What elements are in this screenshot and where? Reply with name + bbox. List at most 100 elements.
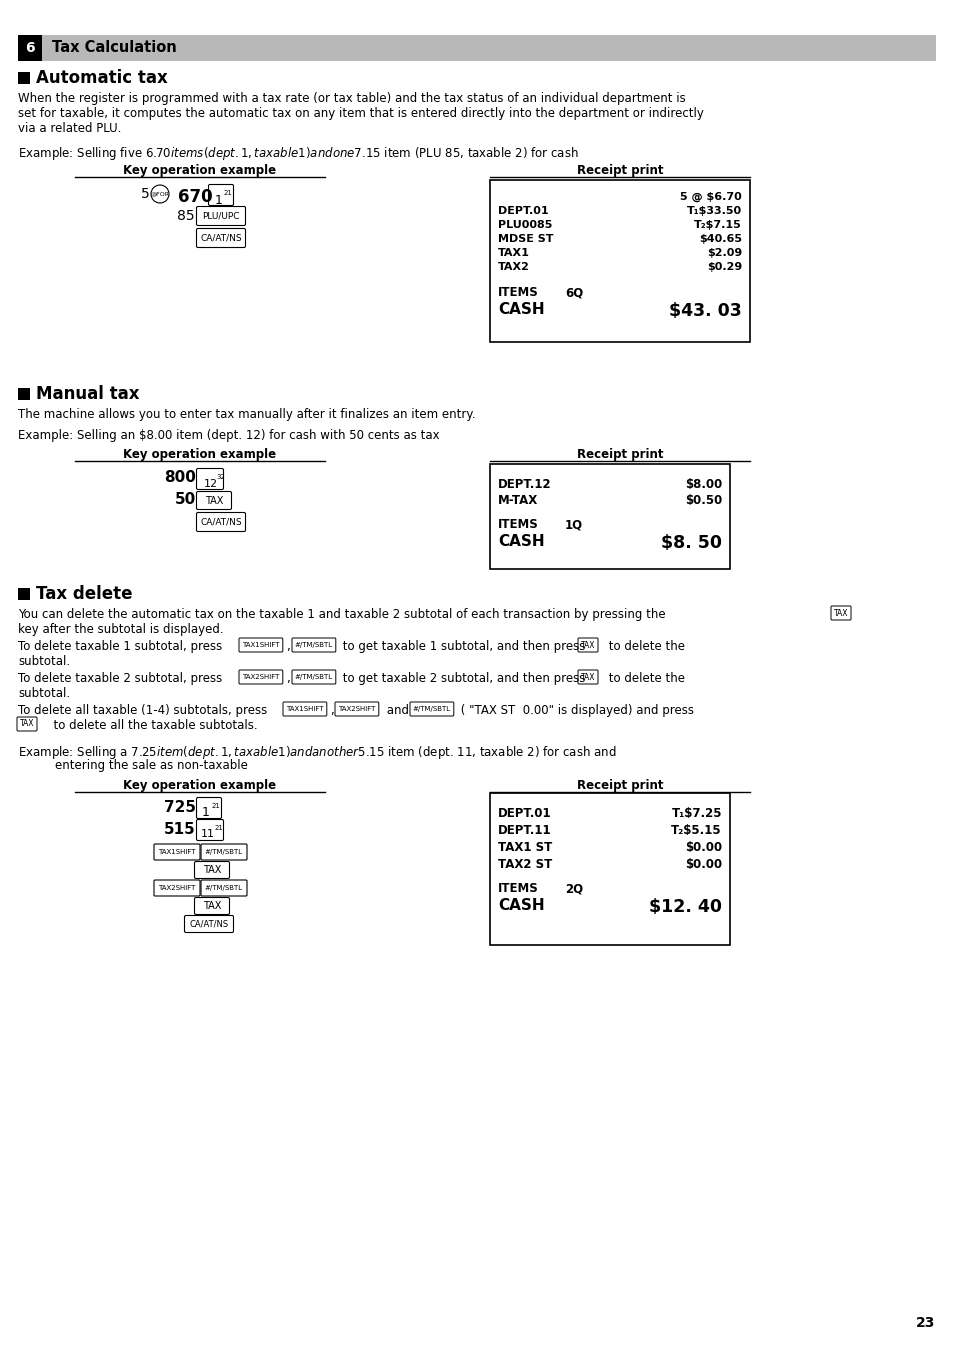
Text: 2Q: 2Q: [564, 882, 582, 894]
Text: T₁$7.25: T₁$7.25: [671, 807, 721, 820]
FancyBboxPatch shape: [196, 819, 223, 840]
Text: Key operation example: Key operation example: [123, 778, 276, 792]
Text: TAX2SHIFT: TAX2SHIFT: [158, 885, 195, 890]
Text: 12: 12: [204, 479, 218, 488]
Text: to get taxable 1 subtotal, and then press: to get taxable 1 subtotal, and then pres…: [338, 639, 585, 653]
Text: ITEMS: ITEMS: [497, 286, 538, 299]
Text: TAX2SHIFT: TAX2SHIFT: [242, 674, 279, 680]
Text: to delete all the taxable subtotals.: to delete all the taxable subtotals.: [46, 719, 257, 733]
Text: Receipt print: Receipt print: [577, 778, 662, 792]
Text: TAX2: TAX2: [497, 262, 529, 272]
FancyBboxPatch shape: [283, 701, 327, 716]
Text: TAX1SHIFT: TAX1SHIFT: [286, 706, 323, 712]
Text: Example: Selling a $7.25 item (dept. 1, taxable 1) and another $5.15 item (dept.: Example: Selling a $7.25 item (dept. 1, …: [18, 745, 616, 761]
Text: TAX1 ST: TAX1 ST: [497, 840, 552, 854]
Text: ,: ,: [286, 639, 290, 653]
Text: ,: ,: [330, 704, 334, 718]
Text: $0.00: $0.00: [684, 840, 721, 854]
Text: to get taxable 2 subtotal, and then press: to get taxable 2 subtotal, and then pres…: [338, 672, 585, 685]
Text: TAX: TAX: [580, 641, 595, 649]
Text: 85: 85: [177, 209, 194, 223]
Bar: [18, 588, 30, 600]
FancyBboxPatch shape: [184, 916, 233, 932]
Text: Key operation example: Key operation example: [123, 165, 276, 177]
FancyBboxPatch shape: [201, 844, 247, 861]
FancyBboxPatch shape: [196, 797, 221, 819]
FancyBboxPatch shape: [196, 513, 245, 532]
Text: You can delete the automatic tax on the taxable 1 and taxable 2 subtotal of each: You can delete the automatic tax on the …: [18, 608, 665, 621]
Text: Tax delete: Tax delete: [36, 585, 132, 603]
Text: 50: 50: [174, 492, 195, 507]
Text: 11: 11: [201, 830, 214, 839]
Text: CA/AT/NS: CA/AT/NS: [200, 518, 241, 526]
Text: T₁$33.50: T₁$33.50: [686, 206, 741, 216]
Text: TAX2SHIFT: TAX2SHIFT: [338, 706, 375, 712]
Text: @FOR: @FOR: [151, 192, 170, 197]
Text: TAX: TAX: [20, 719, 34, 728]
Text: $43. 03: $43. 03: [669, 302, 741, 320]
Bar: [18, 71, 30, 84]
Text: To delete taxable 2 subtotal, press: To delete taxable 2 subtotal, press: [18, 672, 222, 685]
Text: TAX1SHIFT: TAX1SHIFT: [158, 849, 195, 855]
Text: CASH: CASH: [497, 534, 544, 549]
FancyBboxPatch shape: [194, 897, 230, 915]
Text: TAX: TAX: [203, 865, 221, 876]
Text: CASH: CASH: [497, 898, 544, 913]
Text: 725: 725: [164, 800, 195, 815]
Text: To delete taxable 1 subtotal, press: To delete taxable 1 subtotal, press: [18, 639, 222, 653]
Text: 6Q: 6Q: [564, 286, 582, 299]
FancyBboxPatch shape: [153, 880, 200, 896]
Text: 515: 515: [164, 822, 195, 836]
Text: 670: 670: [178, 188, 213, 206]
Text: 21: 21: [214, 826, 224, 831]
Text: #/TM/SBTL: #/TM/SBTL: [413, 706, 451, 712]
Text: $2.09: $2.09: [706, 248, 741, 258]
Bar: [18, 35, 935, 61]
Text: ITEMS: ITEMS: [497, 882, 538, 894]
Text: $0.50: $0.50: [684, 494, 721, 507]
Text: $8. 50: $8. 50: [660, 534, 721, 552]
Bar: [490, 793, 729, 946]
Bar: [490, 179, 749, 343]
Text: 6: 6: [25, 40, 34, 55]
Text: CASH: CASH: [497, 302, 544, 317]
Text: ( "TAX ST  0.00" is displayed) and press: ( "TAX ST 0.00" is displayed) and press: [456, 704, 693, 718]
FancyBboxPatch shape: [196, 491, 232, 510]
Text: Key operation example: Key operation example: [123, 448, 276, 461]
FancyBboxPatch shape: [196, 206, 245, 225]
Text: DEPT.12: DEPT.12: [497, 478, 551, 491]
Text: The machine allows you to enter tax manually after it finalizes an item entry.: The machine allows you to enter tax manu…: [18, 407, 475, 421]
Text: TAX: TAX: [580, 673, 595, 681]
Text: M-TAX: M-TAX: [497, 494, 537, 507]
Text: subtotal.: subtotal.: [18, 687, 71, 700]
Text: MDSE ST: MDSE ST: [497, 233, 553, 244]
Text: ITEMS: ITEMS: [497, 518, 538, 532]
Text: When the register is programmed with a tax rate (or tax table) and the tax statu: When the register is programmed with a t…: [18, 92, 685, 105]
Text: Manual tax: Manual tax: [36, 384, 139, 403]
FancyBboxPatch shape: [196, 228, 245, 247]
FancyBboxPatch shape: [17, 718, 37, 731]
Text: $8.00: $8.00: [684, 478, 721, 491]
Text: TAX2 ST: TAX2 ST: [497, 858, 552, 871]
Text: TAX: TAX: [205, 495, 223, 506]
Text: entering the sale as non-taxable: entering the sale as non-taxable: [55, 759, 248, 772]
Text: $40.65: $40.65: [699, 233, 741, 244]
FancyBboxPatch shape: [194, 862, 230, 878]
Text: 1: 1: [214, 193, 223, 206]
Text: 800: 800: [164, 471, 195, 486]
Text: TAX1SHIFT: TAX1SHIFT: [242, 642, 279, 648]
Text: TAX: TAX: [833, 608, 847, 618]
Text: PLU0085: PLU0085: [497, 220, 552, 229]
Text: DEPT.01: DEPT.01: [497, 206, 548, 216]
Text: 1Q: 1Q: [564, 518, 582, 532]
Text: 21: 21: [212, 803, 221, 809]
Text: $0.29: $0.29: [706, 262, 741, 272]
Text: $12. 40: $12. 40: [648, 898, 721, 916]
Text: T₂$5.15: T₂$5.15: [671, 824, 721, 836]
Text: and: and: [382, 704, 409, 718]
Text: via a related PLU.: via a related PLU.: [18, 121, 121, 135]
FancyBboxPatch shape: [153, 844, 200, 861]
Text: 32: 32: [215, 473, 225, 480]
FancyBboxPatch shape: [410, 701, 454, 716]
Text: $0.00: $0.00: [684, 858, 721, 871]
